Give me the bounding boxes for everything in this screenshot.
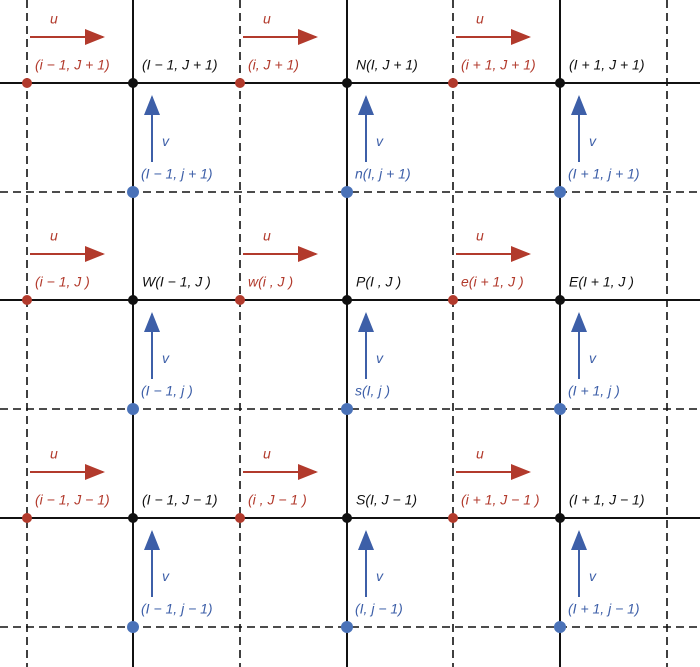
node-label: P(I , J ) bbox=[356, 274, 401, 290]
node-label: (I + 1, J + 1) bbox=[569, 57, 644, 73]
u-symbol: u bbox=[50, 11, 58, 27]
v-symbol: v bbox=[589, 350, 597, 366]
pressure-node bbox=[342, 78, 352, 88]
v-node bbox=[341, 621, 353, 633]
u-symbol: u bbox=[263, 446, 271, 462]
u-label: (i − 1, J ) bbox=[35, 274, 90, 290]
pressure-node bbox=[555, 295, 565, 305]
u-label: (i , J − 1 ) bbox=[248, 492, 307, 508]
pressure-node bbox=[128, 295, 138, 305]
v-label: (I − 1, j + 1) bbox=[141, 166, 213, 182]
node-label: N(I, J + 1) bbox=[356, 57, 418, 73]
u-label: (i − 1, J + 1) bbox=[35, 57, 110, 73]
u-symbol: u bbox=[50, 228, 58, 244]
pressure-node bbox=[342, 513, 352, 523]
u-node bbox=[448, 295, 458, 305]
u-label: (i + 1, J − 1 ) bbox=[461, 492, 540, 508]
u-symbol: u bbox=[476, 11, 484, 27]
v-label: (I, j − 1) bbox=[355, 601, 403, 617]
v-node bbox=[127, 186, 139, 198]
pressure-node bbox=[555, 513, 565, 523]
v-label: (I − 1, j − 1) bbox=[141, 601, 213, 617]
pressure-node bbox=[342, 295, 352, 305]
u-node bbox=[22, 78, 32, 88]
v-node bbox=[341, 186, 353, 198]
v-node bbox=[341, 403, 353, 415]
node-label: S(I, J − 1) bbox=[356, 492, 417, 508]
node-label: (I − 1, J − 1) bbox=[142, 492, 217, 508]
v-label: (I + 1, j − 1) bbox=[568, 601, 640, 617]
v-node bbox=[127, 621, 139, 633]
u-label: e(i + 1, J ) bbox=[461, 274, 524, 290]
v-symbol: v bbox=[589, 568, 597, 584]
u-symbol: u bbox=[476, 446, 484, 462]
u-symbol: u bbox=[476, 228, 484, 244]
v-node bbox=[554, 186, 566, 198]
pressure-node bbox=[128, 513, 138, 523]
v-symbol: v bbox=[589, 133, 597, 149]
v-symbol: v bbox=[162, 133, 170, 149]
node-label: W(I − 1, J ) bbox=[142, 274, 211, 290]
v-label: (I + 1, j ) bbox=[568, 383, 620, 399]
node-label: (I − 1, J + 1) bbox=[142, 57, 217, 73]
u-node bbox=[448, 513, 458, 523]
u-label: (i + 1, J + 1) bbox=[461, 57, 536, 73]
node-label: (I + 1, J − 1) bbox=[569, 492, 644, 508]
pressure-node bbox=[128, 78, 138, 88]
v-label: n(I, j + 1) bbox=[355, 166, 411, 182]
v-node bbox=[554, 621, 566, 633]
u-node bbox=[235, 513, 245, 523]
v-symbol: v bbox=[376, 568, 384, 584]
u-node bbox=[22, 295, 32, 305]
u-node bbox=[235, 295, 245, 305]
u-symbol: u bbox=[263, 11, 271, 27]
u-label: (i, J + 1) bbox=[248, 57, 299, 73]
u-node bbox=[22, 513, 32, 523]
v-label: s(I, j ) bbox=[355, 383, 390, 399]
node-label: E(I + 1, J ) bbox=[569, 274, 634, 290]
v-label: (I + 1, j + 1) bbox=[568, 166, 640, 182]
v-node bbox=[554, 403, 566, 415]
u-node bbox=[448, 78, 458, 88]
u-label: (i − 1, J − 1) bbox=[35, 492, 110, 508]
u-symbol: u bbox=[50, 446, 58, 462]
v-label: (I − 1, j ) bbox=[141, 383, 193, 399]
u-node bbox=[235, 78, 245, 88]
u-symbol: u bbox=[263, 228, 271, 244]
v-node bbox=[127, 403, 139, 415]
u-label: w(i , J ) bbox=[248, 274, 293, 290]
v-symbol: v bbox=[376, 350, 384, 366]
v-symbol: v bbox=[162, 568, 170, 584]
v-symbol: v bbox=[162, 350, 170, 366]
pressure-node bbox=[555, 78, 565, 88]
v-symbol: v bbox=[376, 133, 384, 149]
